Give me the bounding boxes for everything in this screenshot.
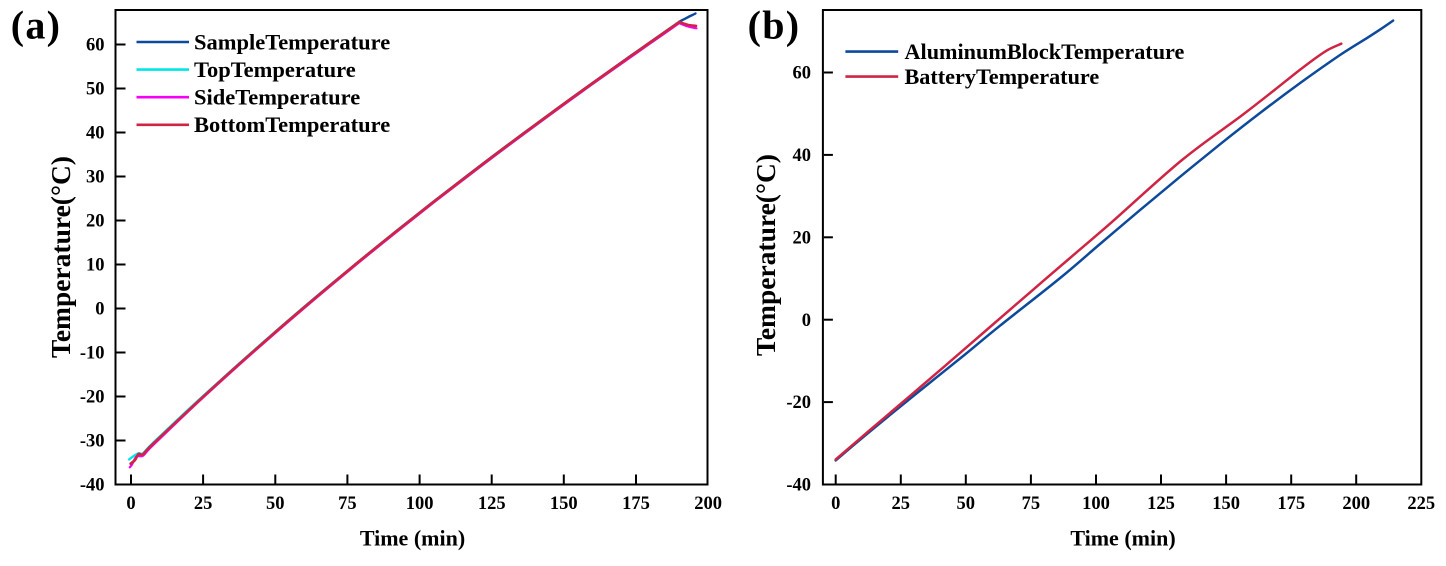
svg-text:50: 50 [266,494,285,514]
svg-text:Time (min): Time (min) [360,526,465,551]
svg-text:BottomTemperature: BottomTemperature [194,112,390,137]
svg-text:TopTemperature: TopTemperature [194,57,356,82]
svg-text:Temperature(°C): Temperature(°C) [750,154,781,356]
svg-text:-20: -20 [80,388,105,408]
svg-text:75: 75 [338,494,357,514]
svg-text:0: 0 [802,311,811,331]
svg-text:-10: -10 [80,344,105,364]
svg-text:125: 125 [1147,494,1175,514]
svg-text:20: 20 [86,212,105,232]
svg-text:0: 0 [831,494,840,514]
svg-text:50: 50 [957,494,976,514]
svg-text:175: 175 [622,494,650,514]
svg-text:Time (min): Time (min) [1070,526,1175,551]
svg-text:50: 50 [86,80,105,100]
svg-text:0: 0 [126,494,135,514]
svg-text:(b): (b) [748,3,801,48]
svg-text:225: 225 [1407,494,1435,514]
svg-text:100: 100 [1082,494,1110,514]
svg-text:20: 20 [793,228,812,248]
svg-text:60: 60 [86,36,105,56]
svg-text:200: 200 [1342,494,1370,514]
svg-text:40: 40 [86,124,105,144]
svg-text:60: 60 [793,64,812,84]
svg-text:175: 175 [1277,494,1305,514]
svg-text:150: 150 [1212,494,1240,514]
svg-text:25: 25 [892,494,911,514]
svg-text:30: 30 [86,168,105,188]
svg-text:-30: -30 [80,432,105,452]
svg-text:100: 100 [406,494,434,514]
svg-text:Temperature(°C): Temperature(°C) [45,156,76,358]
svg-text:SampleTemperature: SampleTemperature [194,29,390,54]
svg-text:-40: -40 [786,476,811,496]
svg-text:0: 0 [95,300,104,320]
svg-text:BatteryTemperature: BatteryTemperature [905,64,1100,89]
svg-text:150: 150 [550,494,578,514]
svg-text:75: 75 [1022,494,1041,514]
svg-text:SideTemperature: SideTemperature [194,85,360,110]
svg-text:AluminumBlockTemperature: AluminumBlockTemperature [905,39,1185,64]
svg-text:-20: -20 [786,393,811,413]
svg-text:10: 10 [86,256,105,276]
svg-text:125: 125 [478,494,506,514]
svg-text:40: 40 [793,146,812,166]
svg-text:-40: -40 [80,476,105,496]
svg-text:25: 25 [194,494,213,514]
svg-text:(a): (a) [11,3,62,48]
svg-text:200: 200 [694,494,722,514]
